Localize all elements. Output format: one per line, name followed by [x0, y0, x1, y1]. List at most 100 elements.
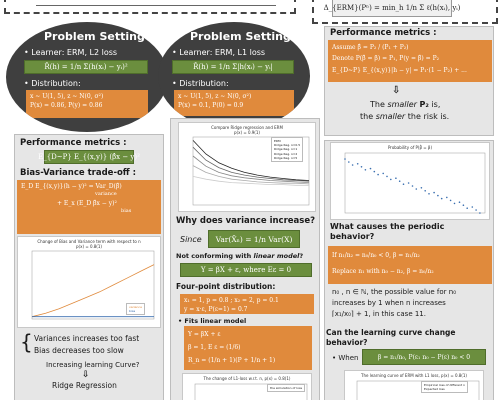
probability-plot: Probability of P(β̂ = β): [330, 142, 490, 220]
top-dashed-border: [4, 0, 296, 14]
scatter-point: [344, 158, 346, 160]
scatter-point: [386, 175, 388, 178]
ridge-legend-3: Ridge Reg. λ=2: [274, 151, 298, 156]
scatter-point: [411, 185, 414, 187]
periodic-heading: What causes the periodic behavior?: [330, 222, 445, 242]
scatter-point: [348, 161, 350, 163]
series-line-0: [192, 140, 310, 181]
ridge-text: Ridge Regression: [52, 381, 117, 390]
scatter-point: [446, 196, 448, 199]
l1-loss-legend: the simulation of loss: [267, 384, 306, 393]
top-right-formula: Δ_{ERM}(Pⁿ) = min_h 1/n Σ ℓ(h(xᵢ), yᵢ): [324, 0, 460, 17]
scatter-point: [479, 212, 481, 214]
series-line-4: [192, 176, 309, 186]
setting1-distribution-box: x ~ U(1, 5), z ~ N(0, σ²) P(x) = 0.86, P…: [26, 90, 148, 118]
ridge-plot-title: Compare Ridge regression and ERM: [211, 125, 283, 130]
probability-plot-svg: [344, 152, 486, 214]
var-formula: Var(X̄ₙ) = 1/n Var(X): [208, 230, 300, 248]
scatter-point: [377, 173, 379, 176]
y-formula: Y = βX + ε, where Eε = 0: [180, 263, 312, 277]
scatter-point: [407, 182, 410, 184]
down-arrow-left: ⇩: [82, 370, 90, 380]
scatter-point: [440, 197, 443, 200]
bias-variance-heading: Bias-Variance trade-off :: [20, 168, 137, 178]
fits-heading: • Fits linear model: [178, 317, 247, 325]
scatter-point: [420, 187, 423, 189]
setting2-title: Problem Setting Ⅱ: [190, 30, 302, 43]
learning-curve-plot-title: The learning curve of ERM with L1 loss, …: [361, 373, 467, 378]
ridge-plot: Compare Ridge regression and ERM p(x) = …: [178, 122, 316, 212]
scatter-point: [475, 209, 477, 211]
bias-variance-plot: Change of Bias and Variance term with re…: [17, 236, 161, 328]
fourpoint-heading: Four-point distribution:: [176, 282, 276, 291]
since-text: Since: [180, 235, 202, 244]
learning-curve-plot-svg: [356, 380, 480, 400]
periodic-text-1: n₀ , n ∈ ℕ, the possible value for n₀: [332, 288, 456, 296]
scatter-point: [398, 180, 401, 182]
bias-variance-legend: variance bias: [126, 303, 145, 316]
ridge-plot-svg: [192, 136, 310, 206]
lc-heading: Can the learning curve change behavior?: [326, 328, 456, 347]
why-heading: Why does variance increase?: [176, 216, 316, 226]
variance-text: Variances increases too fast: [34, 334, 140, 343]
scatter-point: [428, 193, 430, 195]
smaller-line1: The smaller P₂ is,: [370, 100, 441, 109]
setting1-distribution-label: • Distribution:: [24, 79, 81, 88]
when-formula: β = n₁/n₀, P(ε₁ n₀ − P(ε) n₀ < 0: [362, 349, 486, 365]
question-text: Increasing learning Curve?: [46, 361, 140, 369]
learning-curve-plot: The learning curve of ERM with L1 loss, …: [344, 370, 484, 400]
brace: {: [20, 330, 33, 354]
ridge-legend-2: Ridge Reg. λ=1: [274, 147, 298, 152]
setting1-learner: • Learner: ERM, L2 loss: [24, 48, 118, 57]
down-arrow-right: ⇩: [392, 85, 401, 96]
l1-loss-plot-title: The change of L1-loss w.r.t. n, p(x) = 0…: [203, 376, 291, 381]
when-text: • When: [332, 354, 359, 362]
scatter-point: [437, 194, 439, 197]
scatter-point: [402, 183, 405, 185]
bias-variance-plot-title: Change of Bias and Variance term with re…: [37, 239, 141, 244]
l1-loss-plot: The change of L1-loss w.r.t. n, p(x) = 0…: [182, 373, 312, 400]
left-perf-heading: Performance metrics :: [20, 138, 127, 148]
setting2-risk-formula: R̂(h) = 1/n Σ|h(xᵢ) − yᵢ|: [172, 60, 294, 74]
scatter-point: [390, 178, 392, 181]
scatter-point: [449, 199, 452, 202]
left-perf-formula: E_{D~P} E_{(x,y)} (β̂x − y)²: [38, 150, 140, 164]
scatter-point: [356, 163, 359, 165]
setting1-risk-formula: R̂(h) = 1/n Σ(h(xᵢ) − yᵢ)²: [24, 60, 148, 74]
bias-variance-plot-subtitle: p(x) = 0.8(1): [76, 244, 102, 249]
setting2-distribution-box: x ~ U(1, 5), z ~ N(0, σ²) P(x) = 0.1, P(…: [174, 90, 294, 116]
scatter-point: [360, 166, 363, 168]
setting2-learner: • Learner: ERM, L1 loss: [172, 48, 266, 57]
periodic-text-2: increases by 1 when n increases: [332, 299, 446, 307]
scatter-point: [415, 188, 418, 190]
problem-setting-2: Problem Setting Ⅱ • Learner: ERM, L1 los…: [158, 22, 310, 130]
scatter-point: [433, 191, 435, 194]
scatter-point: [458, 201, 461, 203]
ridge-plot-subtitle: p(x) = 0.9(1): [234, 130, 260, 135]
fits-box: Y = βX + ε β = 1, E ε = (1/6) R_n = (1/n…: [184, 326, 312, 370]
ridge-legend-0: ERM: [274, 139, 281, 143]
top-rule: [36, 5, 276, 6]
series-line-3: [192, 165, 310, 185]
scatter-point: [462, 204, 465, 206]
scatter-point: [382, 172, 384, 175]
ridge-legend-1: Ridge Reg. λ=0.5: [274, 143, 301, 148]
scatter-point: [351, 164, 354, 166]
periodic-text-3: ⌈x₁/x₀⌉ + 1, in this case 11.: [332, 310, 426, 318]
setting1-title: Problem Setting Ⅰ: [44, 30, 153, 43]
not-conforming: Not conforming with linear model?: [176, 252, 304, 260]
problem-setting-1: Problem Setting Ⅰ • Learner: ERM, L2 los…: [6, 22, 168, 132]
ridge-legend: ERM Ridge Reg. λ=0.5 Ridge Reg. λ=1 Ridg…: [271, 137, 304, 162]
legend-variance: variance: [129, 305, 142, 309]
periodic-box: If n₁/n₂ = n₀/n₀ < 0, β = n₁/n₂ Replace …: [328, 246, 492, 284]
probability-plot-title: Probability of P(β̂ = β): [387, 145, 433, 150]
right-dashed-border: [312, 0, 498, 24]
l1-loss-plot-svg: [194, 383, 308, 400]
setting2-distribution-label: • Distribution:: [172, 79, 229, 88]
scatter-point: [373, 170, 376, 173]
bias-variance-plot-svg: [31, 250, 155, 320]
bias-text: Bias decreases too slow: [34, 346, 124, 355]
fourpoint-box: x₁ = 1, p = 0.8 ; x₂ = 2, p = 0.1 y = x·…: [180, 294, 314, 314]
smaller-line2: the smaller the risk is.: [360, 112, 450, 121]
scatter-point: [364, 169, 367, 171]
